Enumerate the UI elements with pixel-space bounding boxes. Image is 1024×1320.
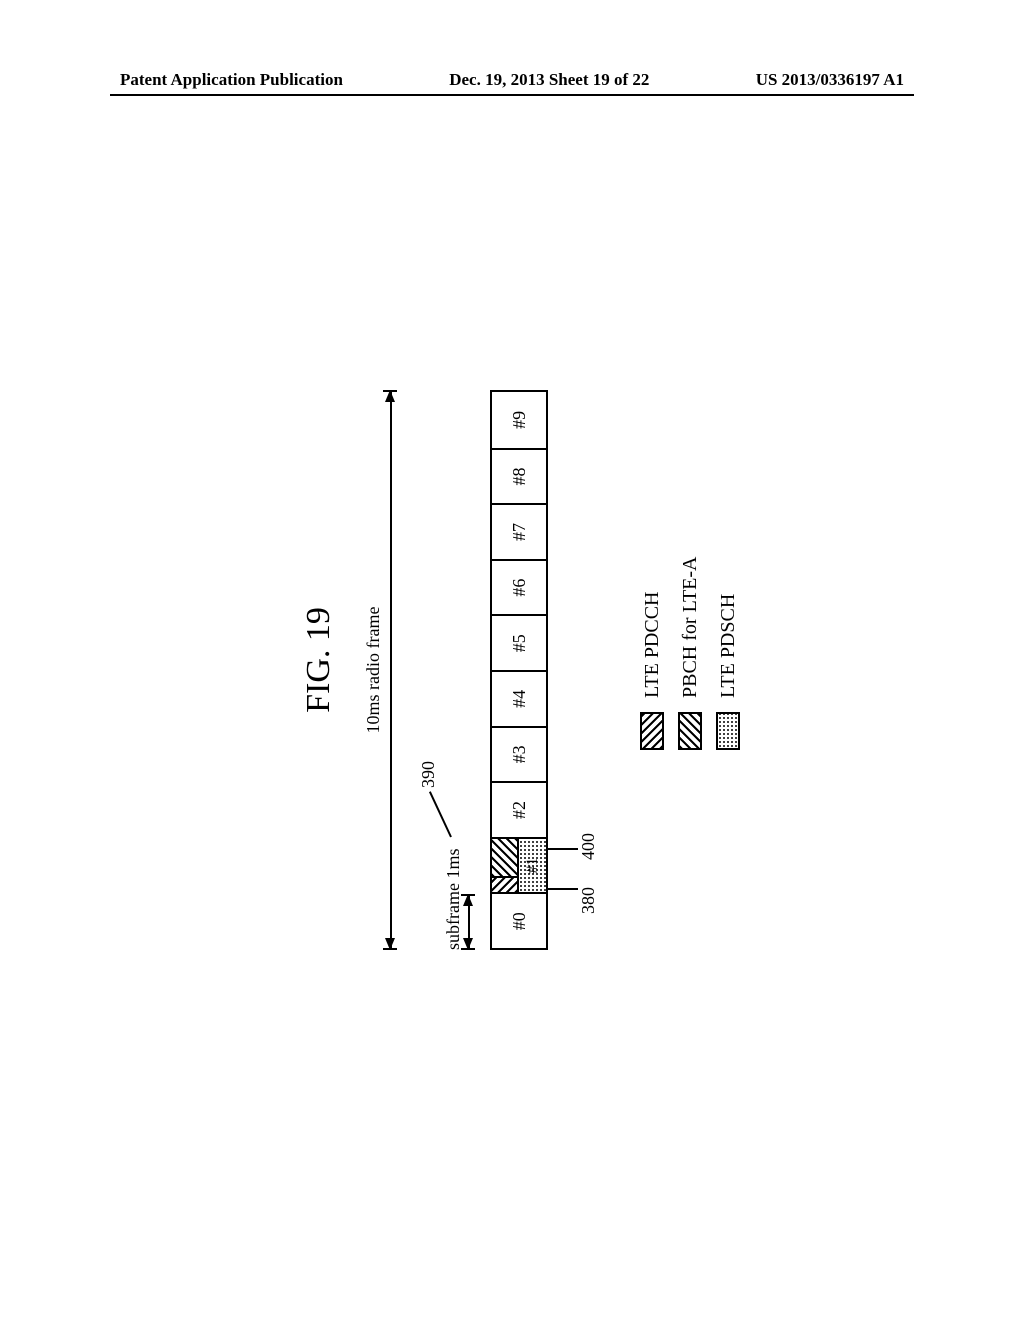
subframe-cell: #8 <box>492 448 546 504</box>
legend-row: LTE PDSCH <box>716 557 740 750</box>
header-left: Patent Application Publication <box>120 70 343 90</box>
leader-390 <box>429 791 452 837</box>
legend-label: LTE PDCCH <box>641 591 664 698</box>
subframe-cell: #7 <box>492 503 546 559</box>
leader-380 <box>548 888 578 890</box>
slot1-label: #1 <box>524 839 542 893</box>
subframe-cell: #5 <box>492 614 546 670</box>
slot1-pbch <box>492 839 517 877</box>
slot1-top <box>492 839 519 893</box>
patent-header: Patent Application Publication Dec. 19, … <box>0 70 1024 90</box>
legend-label: PBCH for LTE-A <box>679 557 702 698</box>
slot1-pdcch <box>492 876 517 892</box>
subframe-cell: #1 <box>492 837 546 893</box>
header-right: US 2013/0336197 A1 <box>756 70 904 90</box>
callout-390: 390 <box>418 761 439 788</box>
legend-label: LTE PDSCH <box>717 594 740 698</box>
legend: LTE PDCCH PBCH for LTE-A LTE PDSCH <box>640 557 740 750</box>
legend-swatch <box>640 712 664 750</box>
legend-swatch <box>716 712 740 750</box>
legend-swatch <box>678 712 702 750</box>
figure-container: FIG. 19 10ms radio frame subframe 1ms <box>300 310 820 1010</box>
slot1-pdsch: #1 <box>519 839 546 893</box>
header-rule <box>110 94 914 96</box>
page: Patent Application Publication Dec. 19, … <box>0 0 1024 1320</box>
subframe-cell: #9 <box>492 392 546 448</box>
subframe-cell: #3 <box>492 726 546 782</box>
subframe-cell: #4 <box>492 670 546 726</box>
dim-radio-frame-label: 10ms radio frame <box>363 607 384 734</box>
callout-380: 380 <box>578 887 599 914</box>
dim-subframe-label: subframe 1ms <box>443 849 464 950</box>
callout-400: 400 <box>578 833 599 860</box>
figure-title: FIG. 19 <box>300 607 338 713</box>
subframe-cell: #6 <box>492 559 546 615</box>
header-mid: Dec. 19, 2013 Sheet 19 of 22 <box>449 70 649 90</box>
legend-row: LTE PDCCH <box>640 557 664 750</box>
subframe-cell: #2 <box>492 781 546 837</box>
radio-frame-row: #0#1#2#3#4#5#6#7#8#9 <box>490 390 548 950</box>
legend-row: PBCH for LTE-A <box>678 557 702 750</box>
leader-400 <box>548 848 578 850</box>
subframe-cell: #0 <box>492 892 546 948</box>
figure-rotated: FIG. 19 10ms radio frame subframe 1ms <box>300 310 820 1010</box>
